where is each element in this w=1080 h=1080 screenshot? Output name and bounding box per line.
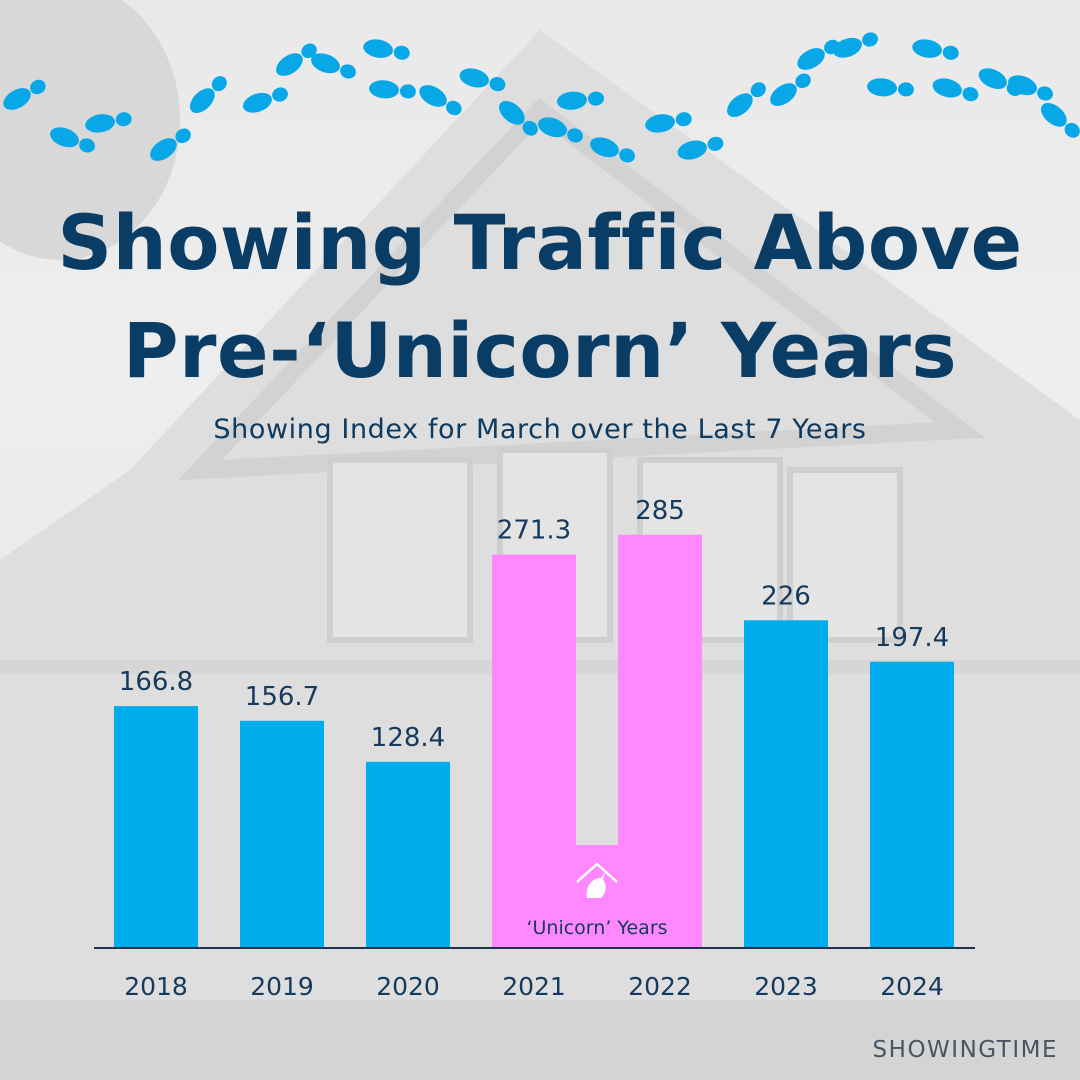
tick-label-2021: 2021 <box>502 972 566 1001</box>
bar-2021 <box>492 554 576 948</box>
value-label-2021: 271.3 <box>497 516 571 546</box>
value-label-2018: 166.8 <box>119 667 193 697</box>
tick-label-2020: 2020 <box>376 972 440 1001</box>
footprint-icon <box>419 85 462 116</box>
value-label-2019: 156.7 <box>245 682 319 712</box>
tick-label-2019: 2019 <box>250 972 314 1001</box>
footprint-icon <box>912 39 959 60</box>
footprint-icon <box>1041 103 1080 138</box>
footprint-icon <box>727 82 766 117</box>
brand-logo-text: SHOWINGTIME <box>872 1037 1058 1063</box>
tick-label-2024: 2024 <box>880 972 944 1001</box>
footprint-icon <box>867 78 914 97</box>
bar-2019 <box>240 720 324 948</box>
unicorn-years-label: ‘Unicorn’ Years <box>526 917 667 939</box>
value-label-2020: 128.4 <box>371 723 445 753</box>
footprint-icon <box>311 53 356 79</box>
value-label-2022: 285 <box>635 496 685 526</box>
footprint-icon <box>932 78 979 102</box>
footprint-icon <box>1008 75 1053 101</box>
footprint-icon <box>85 112 132 133</box>
footprint-icon <box>499 101 538 136</box>
footprint-icon <box>369 80 416 99</box>
bar-2023 <box>744 620 828 948</box>
footprint-icon <box>3 79 46 110</box>
tick-label-2023: 2023 <box>754 972 818 1001</box>
footprint-icon <box>50 127 95 153</box>
footprint-icon <box>557 91 604 110</box>
tick-label-2022: 2022 <box>628 972 692 1001</box>
value-label-2024: 197.4 <box>875 623 949 653</box>
footprint-icon <box>770 73 811 106</box>
bar-2018 <box>114 706 198 948</box>
footprint-icon <box>189 76 227 114</box>
footprint-icon <box>459 68 506 92</box>
footprint-icon <box>797 39 840 70</box>
footprint-icon <box>538 117 583 143</box>
footprint-icon <box>150 128 191 161</box>
title-line-2: Pre-‘Unicorn’ Years <box>122 306 958 395</box>
chart-subtitle: Showing Index for March over the Last 7 … <box>213 414 867 445</box>
footprint-icon <box>276 43 317 76</box>
title-line-1: Showing Traffic Above <box>57 198 1023 287</box>
footprint-icon <box>243 87 288 113</box>
footprint-icon <box>677 136 724 160</box>
footprint-icon <box>833 32 878 58</box>
bar-2020 <box>366 761 450 948</box>
unicorn-house-icon <box>576 862 618 898</box>
footprint-icon <box>363 39 410 60</box>
value-label-2023: 226 <box>761 581 811 611</box>
bar-2022 <box>618 534 702 948</box>
footprints-decoration <box>3 32 1080 163</box>
tick-label-2018: 2018 <box>124 972 188 1001</box>
footprint-icon <box>645 112 692 133</box>
footprint-icon <box>590 137 635 163</box>
bar-2024 <box>870 661 954 948</box>
